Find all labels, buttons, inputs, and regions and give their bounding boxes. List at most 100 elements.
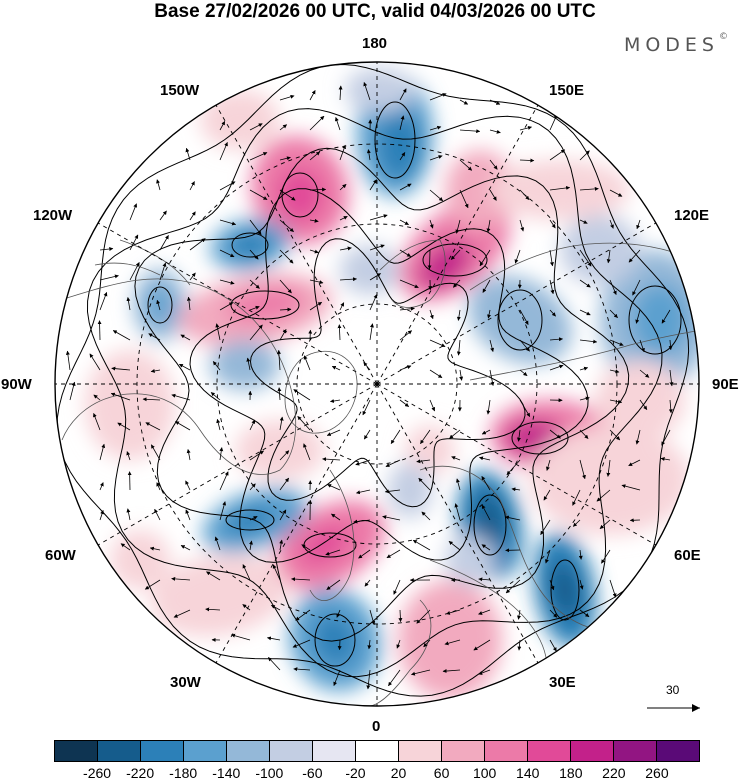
wind-arrow (99, 274, 119, 281)
wind-arrow (609, 219, 614, 229)
coastline (94, 262, 161, 276)
wind-arrow (478, 609, 491, 615)
wind-arrow (429, 339, 446, 347)
lon-label-60w: 60W (45, 547, 76, 564)
wind-arrow (309, 151, 321, 161)
wind-arrow (549, 219, 556, 229)
wind-arrow (549, 279, 555, 295)
closed-contour (147, 286, 173, 324)
wind-arrow (449, 429, 461, 439)
wind-arrow (486, 219, 491, 233)
wind-arrow (331, 513, 341, 521)
wind-arrow (579, 186, 599, 191)
wind-arrow (628, 249, 641, 263)
wind-arrow (429, 399, 436, 412)
wind-arrow (579, 279, 591, 288)
wind-arrow (330, 399, 341, 403)
wind-arrow (189, 181, 195, 191)
wind-arrow (455, 219, 461, 234)
wind-arrow (549, 579, 555, 591)
wind-arrow (144, 579, 161, 590)
wind-arrow (579, 459, 586, 480)
wind-arrow (459, 189, 469, 209)
wind-arrow (159, 210, 167, 221)
wind-arrow (504, 515, 521, 521)
wind-arrow (219, 249, 235, 258)
wind-arrow (173, 609, 191, 618)
wind-vectors (65, 82, 674, 690)
wind-arrow (339, 144, 346, 161)
wind-arrow (142, 397, 161, 402)
anomaly-blob (530, 425, 690, 535)
wind-arrow (606, 249, 611, 264)
colorbar-tick-label: 60 (433, 765, 450, 781)
wind-arrow (145, 422, 161, 431)
wind-arrow (214, 536, 221, 551)
wind-arrow (660, 457, 671, 461)
wind-arrow (339, 184, 347, 191)
wind-arrow (369, 179, 377, 191)
wind-arrow (189, 238, 206, 251)
wind-arrow (186, 296, 191, 311)
wind-arrow (543, 489, 551, 501)
wind-arrow (339, 302, 345, 311)
colorbar-swatch (55, 741, 97, 761)
wind-arrow (606, 459, 611, 477)
wind-arrow (393, 579, 401, 595)
wind-arrow (519, 125, 532, 131)
wind-arrow (572, 519, 581, 527)
wind-arrow (517, 639, 522, 651)
wind-arrow (519, 399, 531, 418)
wind-arrow (219, 302, 234, 311)
wind-arrow (668, 339, 673, 351)
wind-arrow (505, 579, 521, 594)
wind-arrow (99, 482, 104, 491)
lon-label-150e: 150E (549, 82, 585, 99)
wind-arrow (186, 449, 191, 461)
wind-arrow (609, 579, 617, 598)
anomaly-blob (200, 90, 280, 150)
wind-arrow (596, 489, 611, 502)
colorbar-tick-label: 220 (602, 765, 626, 781)
wind-arrow (97, 320, 102, 341)
wind-arrow (338, 85, 343, 101)
wind-arrow (599, 519, 611, 530)
wind-arrow (369, 273, 381, 281)
wind-arrow (478, 669, 491, 675)
wind-arrow (309, 279, 324, 285)
wind-arrow (249, 189, 268, 200)
wind-arrow (423, 639, 431, 648)
meridian-line (97, 383, 378, 546)
wind-arrow (398, 609, 403, 623)
wind-arrow (572, 489, 581, 506)
wind-arrow (156, 482, 161, 491)
wind-arrow (219, 279, 235, 285)
wind-arrow (369, 609, 376, 626)
meridian-line (376, 383, 539, 664)
colorbar-tick-label: 180 (559, 765, 583, 781)
wind-arrow (129, 203, 138, 221)
wind-arrow (99, 510, 104, 521)
wind-arrow (549, 337, 563, 342)
wind-arrow (540, 519, 551, 536)
height-contour (56, 63, 690, 697)
wind-arrow (549, 429, 561, 439)
wind-arrow (418, 477, 431, 491)
wind-arrow (309, 249, 319, 254)
colorbar-swatch (527, 741, 570, 761)
wind-arrow (481, 504, 491, 521)
wind-arrow (272, 564, 281, 581)
wind-arrow (279, 477, 290, 491)
colorbar-swatch (484, 741, 527, 761)
wind-arrow (399, 183, 412, 191)
wind-arrow (99, 443, 106, 461)
anomaly-blob (468, 275, 572, 365)
wind-arrow (429, 369, 443, 379)
wind-arrow (156, 299, 161, 311)
wind-arrow (388, 669, 401, 687)
anomaly-blob (230, 231, 270, 259)
brand-logo: MODES© (624, 32, 728, 56)
wind-arrow (579, 396, 590, 401)
wind-arrow (154, 508, 161, 521)
